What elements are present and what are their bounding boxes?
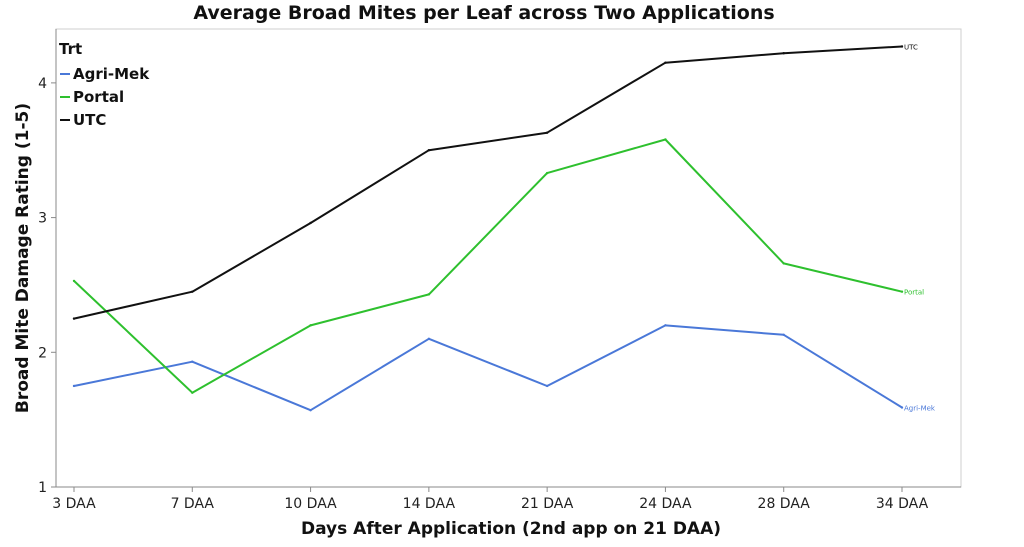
data-point-portal bbox=[72, 279, 76, 283]
series-end-label-utc: UTC bbox=[904, 44, 918, 52]
series-line-utc bbox=[73, 45, 903, 320]
series-end-label-portal: Portal bbox=[904, 289, 924, 297]
data-point-portal bbox=[545, 171, 549, 175]
data-point-portal bbox=[782, 262, 785, 265]
x-tick-label: 34 DAA bbox=[876, 496, 929, 512]
data-point-utc bbox=[545, 131, 549, 134]
x-tick-label: 14 DAA bbox=[403, 496, 456, 512]
x-tick-label: 24 DAA bbox=[639, 496, 692, 512]
series-line-portal bbox=[73, 138, 903, 394]
y-tick-label: 2 bbox=[38, 345, 47, 361]
series-lines bbox=[72, 45, 904, 412]
data-point-agri-mek bbox=[664, 324, 667, 327]
x-axis-ticks: 3 DAA 7 DAA 10 DAA 14 DAA 21 DAA 24 DAA 28 DAA… bbox=[52, 487, 929, 512]
legend-items: Agri-Mek Portal UTC bbox=[60, 65, 150, 129]
series-line-agri-mek bbox=[73, 324, 903, 412]
y-axis-ticks: 1 2 3 4 bbox=[38, 76, 56, 496]
legend-label-portal: Portal bbox=[73, 88, 124, 106]
y-tick-label: 3 bbox=[38, 211, 47, 227]
data-point-utc bbox=[664, 61, 667, 64]
data-point-agri-mek bbox=[72, 384, 76, 388]
data-point-portal bbox=[900, 290, 904, 293]
data-point-agri-mek bbox=[191, 360, 194, 363]
data-point-portal bbox=[309, 324, 312, 327]
legend: Trt Agri-Mek Portal UTC bbox=[59, 40, 150, 129]
x-tick-label: 3 DAA bbox=[52, 496, 96, 512]
x-tick-label: 7 DAA bbox=[171, 496, 215, 512]
data-point-utc bbox=[782, 52, 785, 55]
data-point-portal bbox=[664, 138, 667, 141]
data-point-utc bbox=[900, 45, 904, 48]
legend-label-utc: UTC bbox=[73, 111, 106, 129]
x-tick-label: 28 DAA bbox=[758, 496, 811, 512]
data-point-agri-mek bbox=[545, 384, 549, 388]
x-axis-title: Days After Application (2nd app on 21 DA… bbox=[301, 519, 721, 539]
y-tick-label: 4 bbox=[38, 76, 47, 92]
data-point-utc bbox=[72, 317, 76, 320]
data-point-utc bbox=[191, 290, 194, 293]
legend-title: Trt bbox=[59, 40, 82, 58]
data-point-agri-mek bbox=[782, 333, 785, 336]
data-point-portal bbox=[191, 391, 194, 394]
legend-label-agri-mek: Agri-Mek bbox=[73, 65, 150, 83]
series-end-labels: Agri-Mek Portal UTC bbox=[904, 44, 936, 413]
data-point-agri-mek bbox=[309, 409, 312, 412]
y-axis-title: Broad Mite Damage Rating (1-5) bbox=[13, 103, 33, 413]
data-point-agri-mek bbox=[427, 337, 431, 341]
chart-title: Average Broad Mites per Leaf across Two … bbox=[193, 2, 774, 24]
x-tick-label: 10 DAA bbox=[284, 496, 337, 512]
plot-frame bbox=[55, 28, 962, 488]
data-point-agri-mek bbox=[900, 406, 904, 409]
data-point-utc bbox=[427, 149, 431, 152]
x-tick-label: 21 DAA bbox=[521, 496, 574, 512]
data-point-portal bbox=[427, 293, 431, 296]
data-point-utc bbox=[309, 221, 312, 225]
y-tick-label: 1 bbox=[38, 480, 47, 496]
series-end-label-agri-mek: Agri-Mek bbox=[904, 405, 936, 413]
